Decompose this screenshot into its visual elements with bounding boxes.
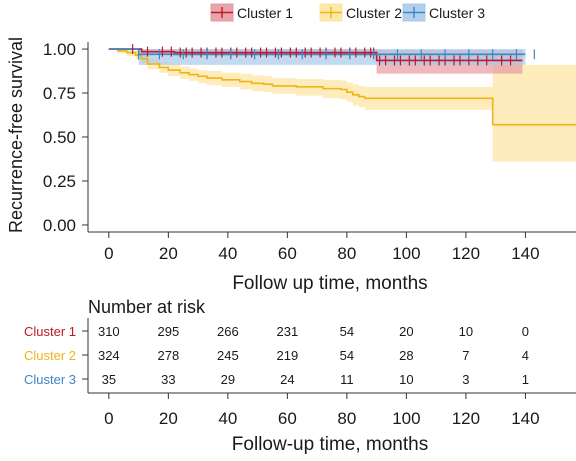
risk-cell: 54 (340, 324, 354, 339)
risk-x-tick-label: 100 (392, 409, 420, 428)
km-x-tick-label: 120 (452, 244, 480, 263)
risk-x-tick-label: 0 (104, 409, 113, 428)
risk-cell: 28 (399, 348, 413, 363)
risk-x-tick-label: 80 (337, 409, 356, 428)
km-y-tick-label: 0.00 (43, 216, 76, 235)
risk-cell: 310 (98, 324, 120, 339)
legend-label: Cluster 2 (346, 5, 402, 21)
risk-cell: 54 (340, 348, 354, 363)
km-x-tick-label: 100 (392, 244, 420, 263)
risk-cell: 278 (157, 348, 179, 363)
risk-x-tick-label: 40 (218, 409, 237, 428)
risk-cell: 324 (98, 348, 120, 363)
km-y-tick-label: 0.75 (43, 84, 76, 103)
risk-x-tick-label: 20 (159, 409, 178, 428)
risk-cell: 231 (277, 324, 299, 339)
risk-cell: 3 (462, 372, 469, 387)
legend-label: Cluster 3 (429, 5, 485, 21)
risk-cell: 20 (399, 324, 413, 339)
km-x-tick-label: 140 (511, 244, 539, 263)
legend: Cluster 1 Cluster 2 Cluster 3 (210, 3, 485, 22)
risk-cell: 7 (462, 348, 469, 363)
km-plot: 0.000.250.500.751.00 0 20 40 60 80 100 120 140 … (6, 37, 576, 294)
censor-marks (132, 44, 535, 66)
km-y-tick-label: 0.50 (43, 128, 76, 147)
km-y-tick-label: 0.25 (43, 172, 76, 191)
risk-cell: 266 (217, 324, 239, 339)
km-y-ticks: 0.00 0.25 0.50 0.75 1.00 (43, 40, 88, 235)
km-curve-cluster-2 (108, 48, 576, 126)
risk-cell: 33 (161, 372, 175, 387)
risk-cell: 4 (522, 348, 529, 363)
risk-cell: 0 (522, 324, 529, 339)
km-x-tick-label: 80 (337, 244, 356, 263)
km-y-axis-label: Recurrence-free survival (6, 37, 26, 233)
risk-cell: 29 (221, 372, 235, 387)
risk-cell: 11 (340, 372, 354, 387)
risk-x-tick-label: 140 (511, 409, 539, 428)
risk-x-tick-label: 120 (452, 409, 480, 428)
risk-cell: 295 (157, 324, 179, 339)
risk-x-tick-label: 60 (278, 409, 297, 428)
risk-table: Number at risk Cluster 1 310 295 266 231 54 20… (24, 297, 576, 455)
km-x-tick-label: 40 (218, 244, 237, 263)
risk-x-ticks: 0 20 40 60 80 100 120 140 (104, 393, 540, 428)
risk-cell: 10 (399, 372, 413, 387)
ci-bands (108, 49, 576, 162)
risk-row-label: Cluster 1 (24, 324, 76, 339)
km-x-ticks: 0 20 40 60 80 100 120 140 (104, 232, 540, 263)
risk-x-axis-label: Follow-up time, months (232, 434, 428, 455)
risk-cell: 245 (217, 348, 239, 363)
km-y-tick-label: 1.00 (43, 40, 76, 59)
ci-band-cluster-2 (108, 49, 576, 162)
km-x-tick-label: 20 (159, 244, 178, 263)
risk-cell: 35 (102, 372, 116, 387)
risk-cell: 24 (280, 372, 294, 387)
risk-table-title: Number at risk (88, 297, 206, 317)
risk-row-label: Cluster 3 (24, 372, 76, 387)
km-x-tick-label: 60 (278, 244, 297, 263)
legend-label: Cluster 1 (237, 5, 293, 21)
km-x-axis-label: Follow up time, months (232, 273, 427, 294)
km-curve-cluster-1 (108, 48, 523, 62)
risk-row-label: Cluster 2 (24, 348, 76, 363)
risk-cell: 1 (522, 372, 529, 387)
risk-cell: 219 (277, 348, 299, 363)
risk-cell: 10 (459, 324, 473, 339)
km-x-tick-label: 0 (104, 244, 113, 263)
